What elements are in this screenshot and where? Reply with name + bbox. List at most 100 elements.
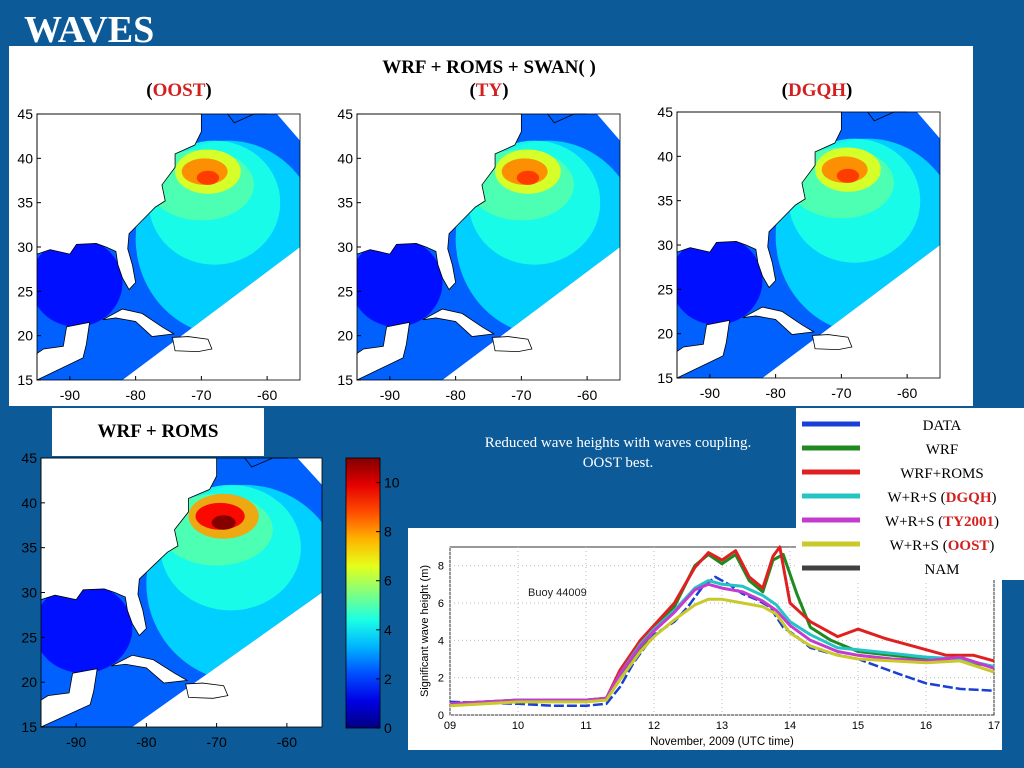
y-tick-label: 30 [17,239,33,255]
x-tick-label: 09 [444,720,456,732]
top-header: WRF + ROMS + SWAN( ) [289,57,689,79]
x-tick-label: 15 [852,720,864,732]
wave-map-dgqh: -90 -80 -70 -60 45 40 35 30 25 20 15 [657,104,941,401]
north-america-land [36,113,202,291]
y-tick-label: 20 [337,328,353,344]
legend-label-scheme: OOST [948,538,990,554]
legend-label-prefix: W+R+S ( [885,514,943,530]
x-tick-label: -70 [511,387,531,403]
legend-label-scheme: TY2001 [943,514,994,530]
wave-band-core [516,170,540,185]
legend-label: WRF+ROMS [900,466,983,482]
y-tick-label: 25 [337,283,353,299]
y-tick-label: 45 [17,106,33,122]
hispaniola-land [811,334,853,351]
yucatan-land [36,321,91,381]
gulf-of-mexico-waves [357,238,443,327]
wave-band-core [211,515,236,530]
wave-map-oost: -90 -80 -70 -60 45 40 35 30 25 20 15 [17,106,301,403]
y-tick-label: 35 [17,195,33,211]
north-america-land [356,113,522,291]
x-tick-label: -90 [380,387,400,403]
series-line [449,575,995,707]
x-tick-label: -90 [700,385,720,401]
x-tick-label: 10 [512,720,524,732]
colorbar-tick-label: 8 [384,524,392,540]
legend-label-suffix: ) [989,538,994,554]
x-tick-label: 17 [988,720,1000,732]
colorbar-tick-label: 4 [384,622,392,638]
y-tick-label: 40 [657,148,673,164]
y-tick-label: 45 [337,106,353,122]
hispaniola-land [491,336,533,353]
paren-open: ( [781,80,788,101]
gulf-of-mexico-waves [41,583,133,674]
y-tick-label: 15 [21,719,37,735]
map-2-name: TY [475,80,503,101]
y-tick-label: 2 [438,673,444,685]
map-3-label: (DGQH) [757,80,877,102]
north-america-land [676,111,842,289]
gulf-of-mexico-waves [677,236,763,325]
series-line [449,582,995,706]
map-3-name: DGQH [787,80,847,101]
wrf-roms-label: WRF + ROMS [97,421,219,442]
x-tick-label: 11 [580,720,591,732]
colorbar-tick-label: 0 [384,720,392,736]
legend-label: WRF [926,442,959,458]
cuba-land [742,306,815,335]
x-tick-label: -90 [66,734,86,750]
x-tick-label: 16 [920,720,932,732]
top-header-text: WRF + ROMS + SWAN( ) [382,57,596,78]
y-axis-label: Significant wave height (m) [419,565,431,697]
legend-label-scheme: DGQH [946,490,992,506]
x-tick-label: -90 [60,387,80,403]
y-tick-label: 35 [21,540,37,556]
paren-close: ) [205,80,212,101]
y-tick-label: 35 [657,193,673,209]
x-tick-label: -60 [277,734,297,750]
legend-label-suffix: ) [992,490,997,506]
map-1-label: (OOST) [119,80,239,102]
y-tick-label: 4 [438,635,444,647]
legend-label: W+R+S (DGQH) [887,490,996,506]
y-tick-label: 20 [657,326,673,342]
cuba-land [422,308,495,337]
yucatan-land [356,321,411,381]
series-line [449,597,995,708]
x-tick-label: 12 [648,720,660,732]
series-line [449,545,995,706]
yucatan-land [676,319,731,379]
legend-label-suffix: ) [994,514,999,530]
buoy-annotation: Buoy 44009 [528,587,587,599]
y-tick-label: 45 [657,104,673,120]
map-1-name: OOST [152,80,206,101]
y-tick-label: 45 [21,450,37,466]
legend-label: W+R+S (OOST) [890,538,995,554]
y-tick-label: 20 [17,328,33,344]
x-tick-label: -80 [446,387,466,403]
wrf-roms-label-box: WRF + ROMS [52,408,264,456]
paren-open: ( [469,80,476,101]
y-tick-label: 30 [21,585,37,601]
y-tick-label: 15 [657,370,673,386]
north-america-land [40,457,218,637]
wave-band-core [836,168,860,183]
x-tick-label: -60 [577,387,597,403]
legend-label-prefix: W+R+S ( [890,538,948,554]
y-tick-label: 25 [21,629,37,645]
yucatan-land [40,668,98,728]
x-tick-label: -80 [126,387,146,403]
x-tick-label: -70 [207,734,227,750]
map-2-label: (TY) [429,80,549,102]
y-tick-label: 0 [438,710,444,722]
legend-label-prefix: W+R+S ( [887,490,945,506]
legend: DATA WRF WRF+ROMS W+R+S (DGQH) W+R+S (TY2001… [796,408,1024,580]
gulf-of-mexico-waves [37,238,123,327]
note-line-2: OOST best. [582,455,654,471]
colorbar [345,457,381,729]
colorbar-tick-label: 2 [384,671,392,687]
legend-label: NAM [924,562,959,578]
